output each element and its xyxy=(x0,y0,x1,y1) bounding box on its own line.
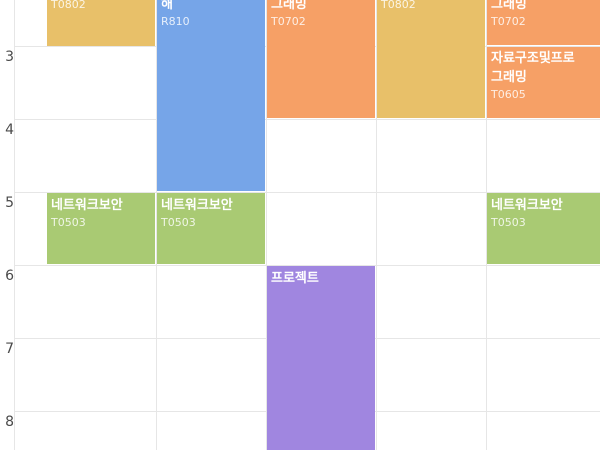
course-title: 그래밍 xyxy=(271,0,307,12)
hour-label-4: 4 xyxy=(5,122,14,138)
course-room: T0605 xyxy=(491,88,526,101)
course-title-line2: 그래밍 xyxy=(491,70,527,85)
course-room: T0503 xyxy=(161,216,196,229)
course-room: R810 xyxy=(161,15,190,28)
course-title: 네트워크보안 xyxy=(161,198,233,213)
course-block-tue-r810[interactable]: 해 R810 xyxy=(157,0,265,191)
course-title: 그래밍 xyxy=(491,0,527,12)
course-title: 해 xyxy=(161,0,173,12)
hour-label-7: 7 xyxy=(5,341,14,357)
course-room: T0503 xyxy=(491,216,526,229)
course-room: T0702 xyxy=(271,15,306,28)
course-block-mon-netsec[interactable]: 네트워크보안 T0503 xyxy=(47,193,155,264)
hour-label-6: 6 xyxy=(5,268,14,284)
course-room: T0702 xyxy=(491,15,526,28)
row-divider xyxy=(14,265,600,266)
row-divider xyxy=(14,119,600,120)
course-room: T0802 xyxy=(381,0,416,11)
course-title-line1: 자료구조및프로 xyxy=(491,51,575,66)
row-divider xyxy=(14,192,600,193)
column-divider xyxy=(266,0,267,450)
course-title: 네트워크보안 xyxy=(491,198,563,213)
column-divider xyxy=(376,0,377,450)
column-divider xyxy=(486,0,487,450)
column-divider xyxy=(156,0,157,450)
course-block-fri-netsec[interactable]: 네트워크보안 T0503 xyxy=(487,193,600,264)
course-block-wed-project[interactable]: 프로젝트 xyxy=(267,266,375,450)
course-block-thu-t0802[interactable]: T0802 xyxy=(377,0,485,118)
course-block-mon-t0802[interactable]: T0802 xyxy=(47,0,155,46)
hour-label-3: 3 xyxy=(5,49,14,65)
course-block-fri-t0702[interactable]: 그래밍 T0702 xyxy=(487,0,600,45)
course-room: T0503 xyxy=(51,216,86,229)
hour-label-5: 5 xyxy=(5,195,14,211)
course-block-tue-netsec[interactable]: 네트워크보안 T0503 xyxy=(157,193,265,264)
course-title: 프로젝트 xyxy=(271,271,319,286)
course-title: 네트워크보안 xyxy=(51,198,123,213)
column-divider xyxy=(14,0,15,450)
course-room: T0802 xyxy=(51,0,86,11)
course-block-wed-t0702[interactable]: 그래밍 T0702 xyxy=(267,0,375,118)
hour-label-8: 8 xyxy=(5,414,14,430)
course-block-fri-t0605[interactable]: 자료구조및프로 그래밍 T0605 xyxy=(487,47,600,118)
